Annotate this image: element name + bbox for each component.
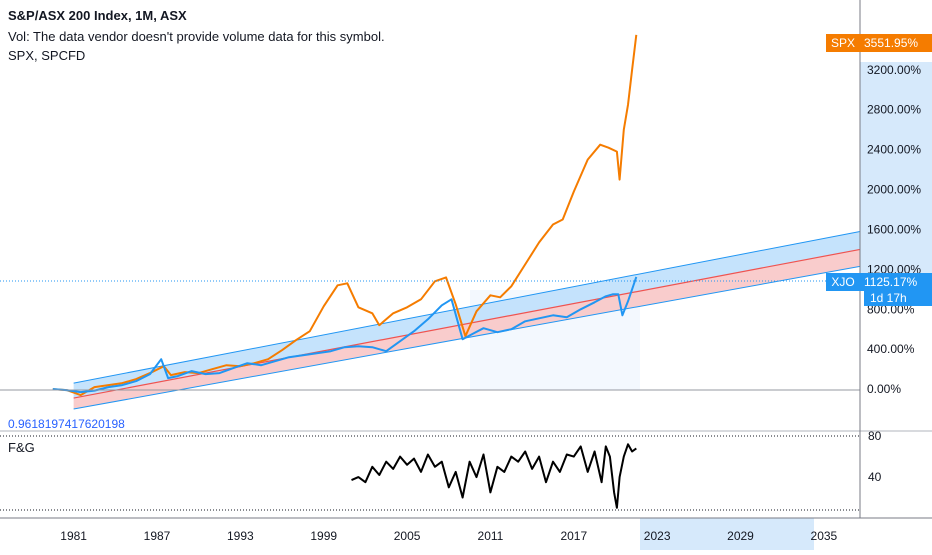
series-lines — [52, 34, 638, 397]
fg-tick-label: 80 — [868, 429, 882, 443]
fg-axis[interactable]: 80 40 — [868, 429, 882, 484]
channel-upper-line[interactable] — [73, 230, 861, 384]
y-tick-label: 1200.00% — [867, 262, 921, 276]
series-line-fg[interactable] — [351, 443, 637, 509]
channel-lower-fill — [73, 249, 861, 410]
y-tick-label: 400.00% — [867, 342, 915, 356]
spx-price-tag: SPX 3551.95% — [826, 34, 932, 52]
y-tick-label: 0.00% — [867, 382, 901, 396]
x-tick-label: 2017 — [560, 529, 587, 543]
fg-indicator — [351, 443, 637, 509]
xjo-tag-value: 1125.17% — [864, 275, 918, 289]
correlation-value: 0.9618197417620198 — [8, 417, 125, 431]
price-axis[interactable]: 3200.00% 2800.00% 2400.00% 2000.00% 1600.00%… — [867, 63, 921, 396]
x-tick-label: 1999 — [310, 529, 337, 543]
x-tick-label: 2035 — [811, 529, 838, 543]
spx-tag-value: 3551.95% — [864, 36, 919, 50]
x-tick-label: 2011 — [478, 529, 504, 543]
series-line-xjo[interactable] — [52, 276, 638, 394]
xjo-tag-name: XJO — [831, 275, 855, 289]
xjo-price-tag: XJO 1125.17% — [826, 273, 932, 291]
y-tick-label: 2000.00% — [867, 183, 921, 197]
compare-symbols[interactable]: SPX, SPCFD — [8, 48, 86, 63]
time-axis-highlight — [640, 518, 814, 550]
regression-channel — [73, 230, 861, 410]
x-tick-label: 1987 — [144, 529, 171, 543]
y-tick-label: 3200.00% — [867, 63, 921, 77]
y-tick-label: 2800.00% — [867, 103, 921, 117]
regression-line[interactable] — [73, 248, 861, 399]
chart-title[interactable]: S&P/ASX 200 Index, 1M, ASX — [8, 8, 187, 23]
y-tick-label: 2400.00% — [867, 143, 921, 157]
series-line-spx[interactable] — [52, 34, 638, 397]
volume-note: Vol: The data vendor doesn't provide vol… — [8, 29, 385, 44]
price-scale-highlight — [860, 62, 932, 280]
channel-upper-fill — [73, 231, 861, 399]
fg-tick-label: 40 — [868, 470, 882, 484]
y-tick-label: 1600.00% — [867, 222, 921, 236]
x-tick-label: 1981 — [60, 529, 87, 543]
spx-tag-name: SPX — [830, 36, 855, 50]
x-tick-label: 2029 — [727, 529, 754, 543]
time-axis[interactable]: 1981 1987 1993 1999 2005 2011 2017 2023 2029 2035 — [60, 529, 837, 543]
x-tick-label: 2023 — [644, 529, 671, 543]
xjo-time-remaining: 1d 17h — [864, 290, 932, 306]
x-tick-label: 2005 — [394, 529, 421, 543]
fg-indicator-label[interactable]: F&G — [8, 440, 35, 455]
x-tick-label: 1993 — [227, 529, 254, 543]
